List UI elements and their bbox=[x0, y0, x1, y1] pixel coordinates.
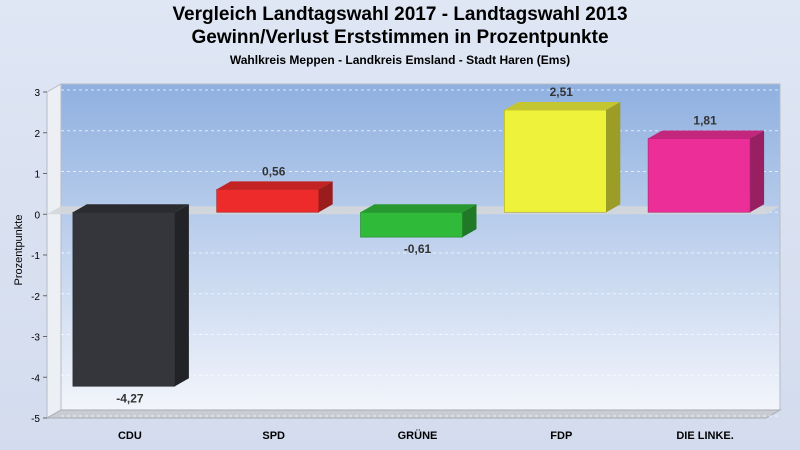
bar-top bbox=[648, 130, 765, 139]
bar-top bbox=[504, 101, 621, 110]
bar-fdp bbox=[503, 101, 621, 213]
bar-side bbox=[174, 204, 189, 387]
x-tick-label: GRÜNE bbox=[398, 429, 438, 442]
data-label: 2,51 bbox=[550, 85, 574, 99]
y-tick-label: 0 bbox=[34, 210, 40, 221]
y-tick-label: 2 bbox=[34, 129, 40, 140]
bar-grne bbox=[360, 204, 477, 238]
data-label: 1,81 bbox=[693, 113, 717, 127]
x-tick-label: CDU bbox=[118, 430, 142, 442]
bar-dielinke bbox=[647, 130, 765, 213]
y-tick-label: 1 bbox=[34, 170, 40, 181]
y-tick-label: -4 bbox=[31, 373, 40, 384]
plot-floor bbox=[45, 409, 782, 419]
bar-front bbox=[216, 189, 319, 213]
bar-side bbox=[462, 204, 477, 238]
data-label: 0,56 bbox=[262, 164, 286, 178]
bar-spd bbox=[216, 181, 333, 213]
bar-side bbox=[606, 101, 621, 213]
y-tick-label: -2 bbox=[31, 292, 40, 303]
y-axis-label: Prozentpunkte bbox=[13, 215, 25, 286]
x-tick-label: DIE LINKE. bbox=[676, 430, 733, 442]
plot-left-wall bbox=[46, 83, 62, 419]
bar-top bbox=[360, 204, 477, 213]
y-tick-label: -5 bbox=[31, 414, 40, 425]
bar-front bbox=[503, 109, 607, 213]
x-tick-label: SPD bbox=[262, 430, 285, 442]
bar-front bbox=[360, 211, 463, 238]
bar-front bbox=[647, 138, 751, 213]
bar-top bbox=[72, 204, 189, 213]
chart-title: Vergleich Landtagswahl 2017 - Landtagswa… bbox=[172, 4, 628, 25]
bar-cdu bbox=[72, 204, 189, 387]
bar-side bbox=[318, 181, 333, 213]
bar-side bbox=[750, 130, 765, 213]
data-label: -4,27 bbox=[116, 391, 144, 405]
x-tick-label: FDP bbox=[550, 430, 572, 442]
y-tick-label: -1 bbox=[31, 251, 40, 262]
y-tick-label: -3 bbox=[31, 333, 40, 344]
data-label: -0,61 bbox=[404, 242, 432, 256]
bar-top bbox=[216, 181, 333, 190]
y-tick-label: 3 bbox=[34, 88, 40, 99]
chart-caption: Wahlkreis Meppen - Landkreis Emsland - S… bbox=[229, 53, 571, 67]
bar-front bbox=[72, 211, 176, 387]
chart-subtitle: Gewinn/Verlust Erststimmen in Prozentpun… bbox=[191, 27, 609, 48]
